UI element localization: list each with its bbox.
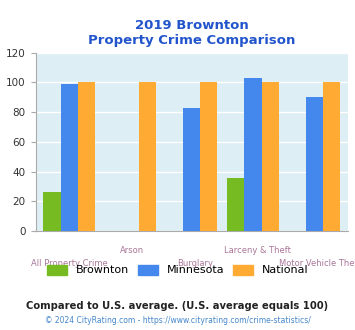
Text: All Property Crime: All Property Crime bbox=[32, 259, 108, 268]
Text: Motor Vehicle Theft: Motor Vehicle Theft bbox=[279, 259, 355, 268]
Bar bbox=[262, 82, 279, 231]
Bar bbox=[61, 84, 78, 231]
Title: 2019 Brownton
Property Crime Comparison: 2019 Brownton Property Crime Comparison bbox=[88, 19, 295, 48]
Bar bbox=[306, 97, 323, 231]
Text: Arson: Arson bbox=[120, 246, 144, 255]
Bar bbox=[139, 82, 156, 231]
Bar bbox=[78, 82, 95, 231]
Bar bbox=[200, 82, 217, 231]
Legend: Brownton, Minnesota, National: Brownton, Minnesota, National bbox=[42, 260, 313, 280]
Bar bbox=[183, 108, 200, 231]
Bar bbox=[244, 78, 262, 231]
Bar bbox=[227, 178, 244, 231]
Text: Burglary: Burglary bbox=[177, 259, 213, 268]
Text: © 2024 CityRating.com - https://www.cityrating.com/crime-statistics/: © 2024 CityRating.com - https://www.city… bbox=[45, 316, 310, 325]
Bar bbox=[323, 82, 340, 231]
Bar bbox=[43, 192, 61, 231]
Text: Compared to U.S. average. (U.S. average equals 100): Compared to U.S. average. (U.S. average … bbox=[26, 301, 329, 311]
Text: Larceny & Theft: Larceny & Theft bbox=[224, 246, 291, 255]
